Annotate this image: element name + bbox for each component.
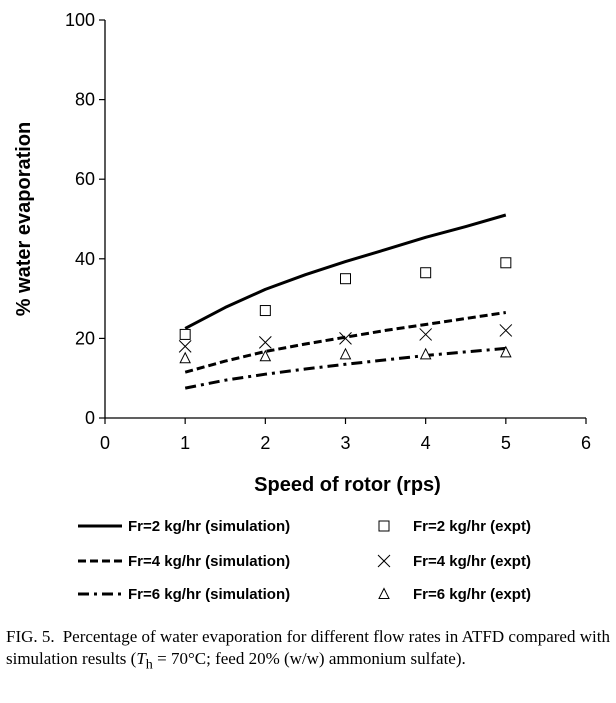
data-point xyxy=(179,328,191,340)
x-tick-label: 0 xyxy=(100,433,110,453)
caption-subscript: h xyxy=(145,656,153,673)
x-axis-title: Speed of rotor (rps) xyxy=(254,474,441,496)
y-tick-label: 0 xyxy=(85,408,95,428)
legend-label: Fr=6 kg/hr (simulation) xyxy=(128,586,290,603)
caption-symbol: T xyxy=(136,649,146,668)
axes: 0 20 40 60 80 100 0 1 2 3 4 5 6 xyxy=(65,10,591,453)
data-point xyxy=(420,267,432,279)
data-point xyxy=(419,328,433,341)
x-tick-label: 5 xyxy=(501,433,511,453)
y-tick-label: 60 xyxy=(75,169,95,189)
x-tick-label: 1 xyxy=(180,433,190,453)
y-tick-label: 20 xyxy=(75,328,95,348)
data-point xyxy=(499,324,513,337)
data-point xyxy=(259,305,271,317)
series-line xyxy=(184,346,506,390)
y-tick-label: 40 xyxy=(75,249,95,269)
series-line xyxy=(184,311,507,374)
data-point xyxy=(339,347,352,360)
legend-marker-swatch xyxy=(378,587,390,599)
legend-label: Fr=4 kg/hr (expt) xyxy=(413,553,531,570)
plot-area xyxy=(178,213,513,390)
y-axis-title: % water evaporation xyxy=(13,122,35,317)
data-point xyxy=(500,345,512,358)
figure: 0 20 40 60 80 100 0 1 2 3 4 5 6 Speed of rotor (rps)… xyxy=(13,10,591,603)
caption-label: FIG. 5. xyxy=(6,627,55,646)
data-point xyxy=(258,336,272,349)
legend: Fr=2 kg/hr (simulation) Fr=4 kg/hr (simul… xyxy=(78,518,531,603)
x-tick-label: 4 xyxy=(421,433,431,453)
caption-text-after: = 70°C; feed 20% (w/w) ammonium sulfate)… xyxy=(152,649,466,668)
legend-marker-swatch xyxy=(377,554,391,568)
series-line xyxy=(184,213,507,330)
data-point xyxy=(259,349,272,362)
data-point xyxy=(339,332,352,345)
x-tick-label: 2 xyxy=(260,433,270,453)
legend-marker-swatch xyxy=(378,520,390,532)
legend-label: Fr=2 kg/hr (expt) xyxy=(413,518,531,535)
x-tick-label: 6 xyxy=(581,433,591,453)
data-point xyxy=(500,257,512,269)
y-tick-label: 100 xyxy=(65,10,95,30)
legend-label: Fr=6 kg/hr (expt) xyxy=(413,586,531,603)
x-tick-label: 3 xyxy=(340,433,350,453)
legend-label: Fr=2 kg/hr (simulation) xyxy=(128,518,290,535)
data-point xyxy=(179,351,191,364)
data-point xyxy=(340,273,351,285)
data-point xyxy=(178,340,192,353)
caption-text-before: Percentage of water evaporation for diff… xyxy=(6,627,610,668)
y-tick-label: 80 xyxy=(75,90,95,110)
chart: 0 20 40 60 80 100 0 1 2 3 4 5 6 Speed of rotor (rps)… xyxy=(13,10,591,603)
data-point xyxy=(419,347,432,360)
legend-label: Fr=4 kg/hr (simulation) xyxy=(128,553,290,570)
figure-caption: FIG. 5. Percentage of water evaporation f… xyxy=(6,626,610,675)
